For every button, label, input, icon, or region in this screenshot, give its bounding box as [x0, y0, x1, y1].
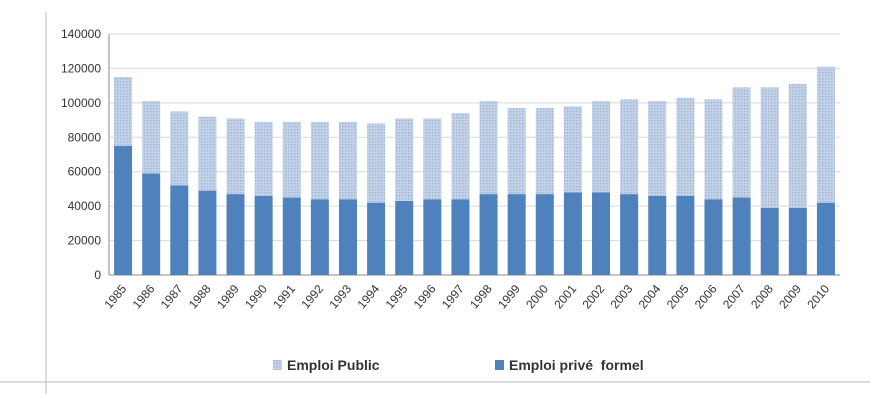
- x-tick-label: 2004: [636, 282, 664, 312]
- bar-emploi-public: [451, 113, 470, 200]
- bar-emploi-public: [114, 77, 133, 146]
- x-tick-label: 1997: [439, 282, 467, 312]
- bar-emploi-prive-formel: [620, 194, 639, 275]
- bar-emploi-prive-formel: [254, 195, 273, 275]
- x-tick-label: 1991: [270, 282, 298, 312]
- bar-emploi-prive-formel: [114, 145, 133, 275]
- x-tick-label: 2000: [523, 282, 551, 312]
- x-tick-label: 1999: [495, 282, 523, 312]
- x-tick-label: 1995: [383, 282, 411, 312]
- bar-emploi-prive-formel: [367, 202, 386, 275]
- x-tick-label: 1988: [186, 282, 214, 312]
- x-tick-label: 1994: [355, 282, 383, 312]
- bar-emploi-public: [254, 121, 273, 196]
- x-tick-label: 2005: [664, 282, 692, 312]
- bar-emploi-prive-formel: [816, 202, 835, 275]
- bar-emploi-public: [142, 101, 161, 174]
- bars: [114, 66, 835, 275]
- gridlines: [109, 33, 840, 242]
- bar-emploi-prive-formel: [282, 197, 301, 275]
- bar-emploi-prive-formel: [563, 192, 582, 275]
- bar-emploi-public: [395, 118, 414, 201]
- x-tick-label: 1987: [158, 282, 186, 312]
- bar-emploi-public: [592, 101, 611, 193]
- bar-emploi-prive-formel: [310, 199, 329, 275]
- y-tick-labels: 0 20000 40000 60000 80000 100000 120000 140000: [61, 27, 101, 282]
- bar-emploi-prive-formel: [704, 199, 723, 275]
- bar-emploi-public: [310, 121, 329, 200]
- x-tick-label: 1998: [467, 282, 495, 312]
- legend-swatch-emploi-prive-formel: [495, 360, 504, 370]
- y-tick-label: 60000: [68, 165, 102, 179]
- bar-emploi-public: [535, 108, 554, 195]
- bar-emploi-public: [507, 108, 526, 195]
- x-tick-label: 2002: [579, 282, 607, 312]
- legend-label-emploi-prive-formel: Emploi privé formel: [509, 357, 644, 373]
- bar-emploi-public: [704, 99, 723, 200]
- legend-label-emploi-public: Emploi Public: [287, 357, 380, 373]
- bar-emploi-public: [620, 99, 639, 195]
- x-tick-label: 1990: [242, 282, 270, 312]
- x-tick-label: 1985: [101, 282, 129, 312]
- x-tick-label: 1996: [411, 282, 439, 312]
- bar-emploi-prive-formel: [648, 195, 667, 275]
- bar-emploi-prive-formel: [451, 199, 470, 275]
- bar-emploi-public: [282, 121, 301, 198]
- x-tick-label: 2001: [551, 282, 579, 312]
- y-tick-label: 20000: [68, 234, 102, 248]
- x-tick-labels: 1985 1986 1987 1988 1989 1990 1991 1992 1993 1994…: [101, 282, 832, 312]
- bar-emploi-prive-formel: [788, 207, 807, 275]
- bar-emploi-public: [648, 101, 667, 196]
- bar-emploi-prive-formel: [592, 192, 611, 275]
- bar-emploi-public: [760, 87, 779, 208]
- bar-emploi-prive-formel: [170, 185, 189, 275]
- bar-emploi-prive-formel: [479, 194, 498, 275]
- bar-emploi-prive-formel: [535, 194, 554, 275]
- bar-emploi-prive-formel: [198, 190, 217, 275]
- y-tick-label: 0: [94, 268, 101, 282]
- bar-emploi-prive-formel: [676, 195, 695, 275]
- x-tick-label: 2010: [804, 282, 832, 312]
- bar-emploi-prive-formel: [507, 194, 526, 275]
- bar-emploi-prive-formel: [732, 197, 751, 275]
- bar-emploi-prive-formel: [338, 199, 357, 275]
- x-tick-label: 2006: [692, 282, 720, 312]
- bar-emploi-public: [170, 111, 189, 186]
- bar-emploi-public: [423, 118, 442, 200]
- x-tick-label: 2008: [748, 282, 776, 312]
- bar-emploi-public: [479, 101, 498, 195]
- y-tick-label: 40000: [68, 199, 102, 213]
- bar-emploi-prive-formel: [423, 199, 442, 275]
- x-tick-label: 2003: [608, 282, 636, 312]
- legend-swatch-emploi-public: [273, 360, 282, 370]
- bar-emploi-public: [732, 87, 751, 198]
- bar-emploi-prive-formel: [760, 207, 779, 275]
- x-tick-label: 1986: [130, 282, 158, 312]
- y-tick-label: 80000: [68, 130, 102, 144]
- bar-emploi-public: [563, 106, 582, 193]
- bar-emploi-prive-formel: [395, 200, 414, 275]
- x-tick-label: 2007: [720, 282, 748, 312]
- bar-emploi-public: [676, 97, 695, 196]
- x-tick-label: 1992: [298, 282, 326, 312]
- x-tick-label: 1993: [326, 282, 354, 312]
- x-tick-label: 1989: [214, 282, 242, 312]
- y-tick-label: 120000: [61, 61, 101, 75]
- x-tick-label: 2009: [776, 282, 804, 312]
- legend: Emploi Public Emploi privé formel: [273, 357, 644, 373]
- y-tick-label: 100000: [61, 96, 101, 110]
- bar-emploi-public: [788, 83, 807, 208]
- bar-emploi-prive-formel: [142, 173, 161, 275]
- bar-emploi-public: [367, 123, 386, 203]
- bar-emploi-public: [226, 118, 245, 195]
- bar-emploi-public: [338, 121, 357, 200]
- bar-emploi-public: [816, 66, 835, 203]
- y-tick-label: 140000: [61, 27, 101, 41]
- bar-emploi-public: [198, 116, 217, 191]
- bar-emploi-prive-formel: [226, 194, 245, 275]
